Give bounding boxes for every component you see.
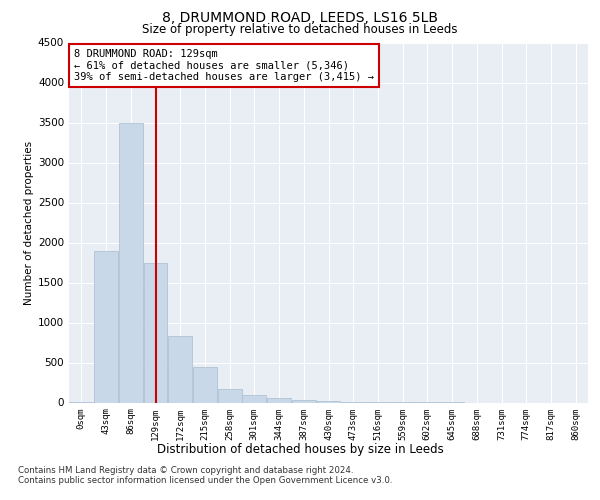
Bar	[242, 394, 266, 402]
Bar	[94, 250, 118, 402]
Text: Size of property relative to detached houses in Leeds: Size of property relative to detached ho…	[142, 22, 458, 36]
Bar	[218, 388, 242, 402]
Bar	[143, 262, 167, 402]
Bar	[119, 122, 143, 402]
Bar	[168, 336, 192, 402]
Text: 8, DRUMMOND ROAD, LEEDS, LS16 5LB: 8, DRUMMOND ROAD, LEEDS, LS16 5LB	[162, 11, 438, 25]
Text: Contains HM Land Registry data © Crown copyright and database right 2024.: Contains HM Land Registry data © Crown c…	[18, 466, 353, 475]
Text: Contains public sector information licensed under the Open Government Licence v3: Contains public sector information licen…	[18, 476, 392, 485]
Text: 8 DRUMMOND ROAD: 129sqm
← 61% of detached houses are smaller (5,346)
39% of semi: 8 DRUMMOND ROAD: 129sqm ← 61% of detache…	[74, 49, 374, 82]
Bar	[292, 400, 316, 402]
Y-axis label: Number of detached properties: Number of detached properties	[24, 140, 34, 304]
Bar	[193, 366, 217, 402]
Text: Distribution of detached houses by size in Leeds: Distribution of detached houses by size …	[157, 442, 443, 456]
Bar	[267, 398, 291, 402]
